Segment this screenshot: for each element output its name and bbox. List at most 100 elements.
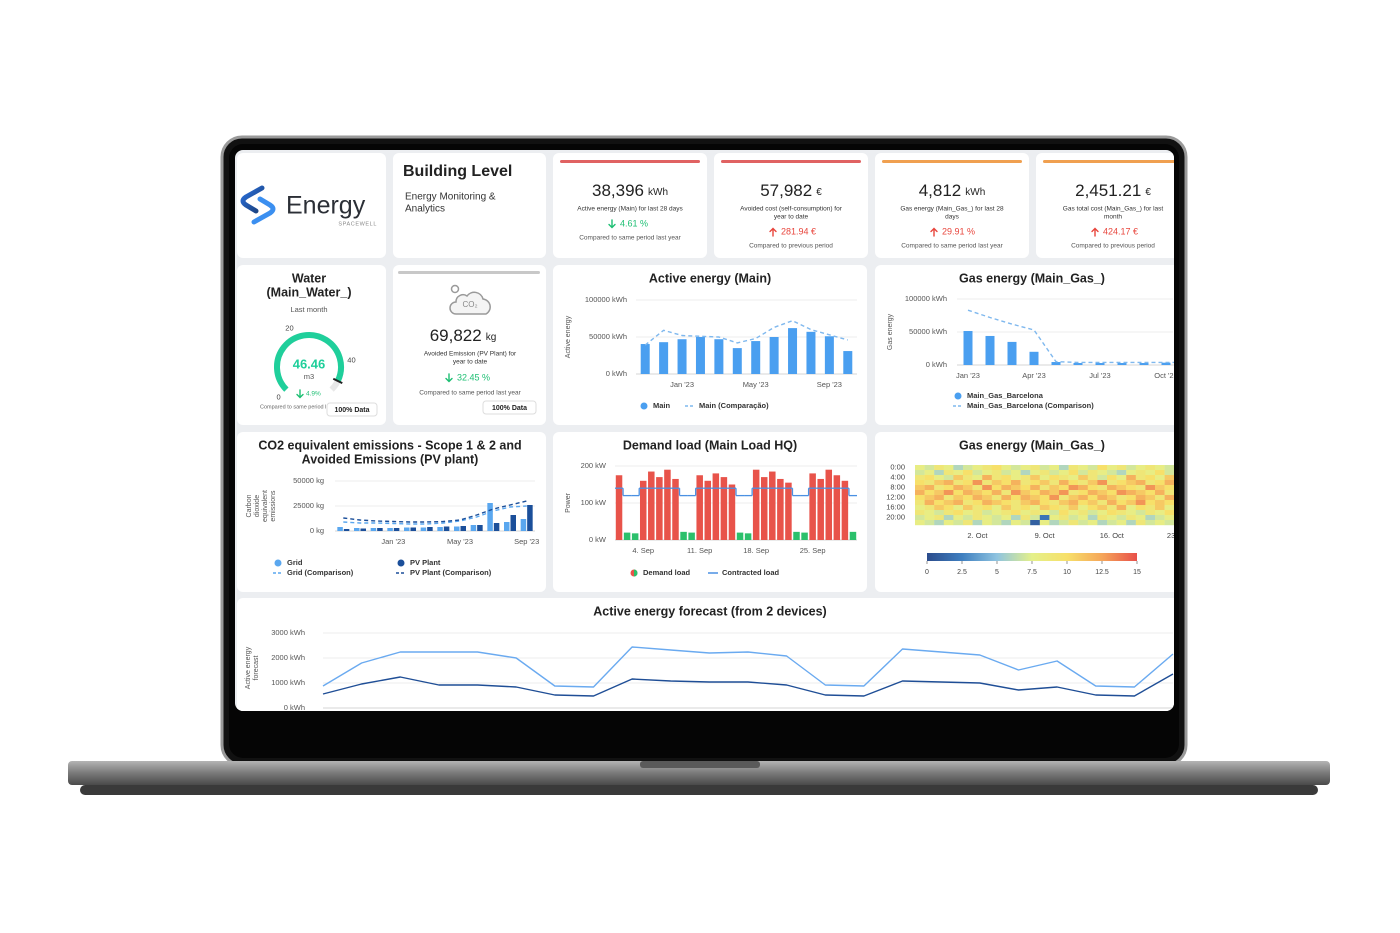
heat-cell <box>1107 500 1117 506</box>
kpi-value: 38,396 kWh <box>592 181 668 200</box>
legend-label: Main <box>653 401 671 410</box>
heat-cell <box>1068 490 1079 496</box>
gauge-comparison: Compared to same period last year <box>260 404 346 410</box>
heat-cell <box>963 475 973 481</box>
x-tick-label: May '23 <box>447 537 473 546</box>
heat-cell <box>1078 470 1088 476</box>
heat-cell <box>1107 470 1117 476</box>
heat-cell <box>1126 465 1136 471</box>
heat-cell <box>1049 490 1060 496</box>
bar <box>963 331 973 365</box>
heat-cell <box>963 520 973 526</box>
heat-cell <box>1155 495 1165 501</box>
logo-brand: SPACEWELL <box>338 221 377 227</box>
heat-cell <box>1001 475 1012 481</box>
arrow-icon <box>930 227 938 237</box>
heat-cell <box>1011 520 1021 526</box>
heat-cell <box>953 520 964 526</box>
y-tick-label: 0 kWh <box>284 703 305 712</box>
bar <box>1117 363 1127 365</box>
logo-name: Energy <box>286 192 366 220</box>
heat-cell <box>953 510 964 516</box>
logo-icon <box>240 185 265 214</box>
heat-cell <box>991 475 1002 481</box>
card <box>875 153 1029 258</box>
heat-cell <box>1039 470 1050 476</box>
heat-cell <box>1001 495 1012 501</box>
y-tick-label: 25000 kg <box>293 501 324 510</box>
heat-cell <box>924 485 935 491</box>
y-axis-label: equivalent <box>262 490 269 522</box>
heat-cell <box>1107 490 1117 496</box>
x-tick-label: Sep '23 <box>817 380 842 389</box>
building-title: Building Level <box>403 163 512 180</box>
bar <box>696 475 703 540</box>
heat-cell <box>1135 520 1146 526</box>
bar <box>477 525 483 531</box>
heat-cell <box>1020 480 1031 486</box>
kpi-unit: kWh <box>965 187 985 198</box>
laptop-base <box>68 761 1330 785</box>
chart-title: Gas energy (Main_Gas_) <box>959 271 1105 285</box>
heat-cell <box>1145 465 1156 471</box>
heat-cell <box>1155 465 1165 471</box>
heat-cell <box>1049 520 1060 526</box>
heat-cell <box>953 515 964 521</box>
bar <box>520 519 527 531</box>
heat-cell <box>1135 490 1146 496</box>
heat-cell <box>1097 495 1108 501</box>
heat-cell <box>963 465 973 471</box>
heat-cell <box>1116 465 1127 471</box>
kpi-value: 4,812 kWh <box>919 181 986 200</box>
heat-cell <box>943 515 954 521</box>
heat-cell <box>1068 500 1079 506</box>
bar <box>437 527 443 531</box>
bar <box>470 525 477 531</box>
kpi-value: 57,982 € <box>760 181 822 200</box>
heat-cell <box>1011 490 1021 496</box>
legend-marker <box>274 559 282 567</box>
icon-dot <box>450 284 460 294</box>
arrow-icon <box>445 373 453 383</box>
heat-cell <box>1145 470 1156 476</box>
heat-cell <box>1068 470 1079 476</box>
heat-cell <box>963 490 973 496</box>
color-scale-label: 15 <box>1133 569 1141 576</box>
heat-cell <box>1039 485 1050 491</box>
heat-cell <box>1116 495 1127 501</box>
heat-cell <box>972 500 983 506</box>
heat-cell <box>915 490 925 496</box>
heat-cell <box>1078 505 1088 511</box>
chart-title: Gas energy (Main_Gas_) <box>959 438 1105 452</box>
heat-cell <box>943 510 954 516</box>
heat-cell <box>963 515 973 521</box>
bar <box>377 528 383 531</box>
card <box>553 153 707 258</box>
legend-label: Contracted load <box>722 568 780 577</box>
kpi-change: 4.61 % <box>620 218 648 228</box>
gauge-tick-label: 40 <box>347 355 355 364</box>
heat-cell <box>1097 500 1108 506</box>
y-tick-label: 0 kg <box>310 526 324 535</box>
bar <box>760 477 768 540</box>
heat-cell <box>963 485 973 491</box>
heat-cell <box>1059 465 1069 471</box>
heat-cell <box>991 470 1002 476</box>
heat-cell <box>1087 520 1098 526</box>
heat-cell <box>924 495 935 501</box>
color-scale-label: 7.5 <box>1027 569 1037 576</box>
y-tick-label: 100000 kWh <box>585 295 627 304</box>
heat-cell <box>1030 495 1040 501</box>
heat-cell <box>934 505 944 511</box>
heat-cell <box>1107 495 1117 501</box>
heat-cell <box>1164 520 1174 526</box>
kpi-comparison: Compared to same period last year <box>901 243 1003 250</box>
heat-cell <box>1116 515 1127 521</box>
kpi-accent <box>560 160 700 163</box>
kpi-unit: € <box>1145 187 1151 198</box>
heat-cell <box>1145 520 1156 526</box>
heat-cell <box>1164 500 1174 506</box>
bar <box>460 526 466 531</box>
co2-number: 69,822 <box>430 326 482 345</box>
bar <box>769 471 776 540</box>
